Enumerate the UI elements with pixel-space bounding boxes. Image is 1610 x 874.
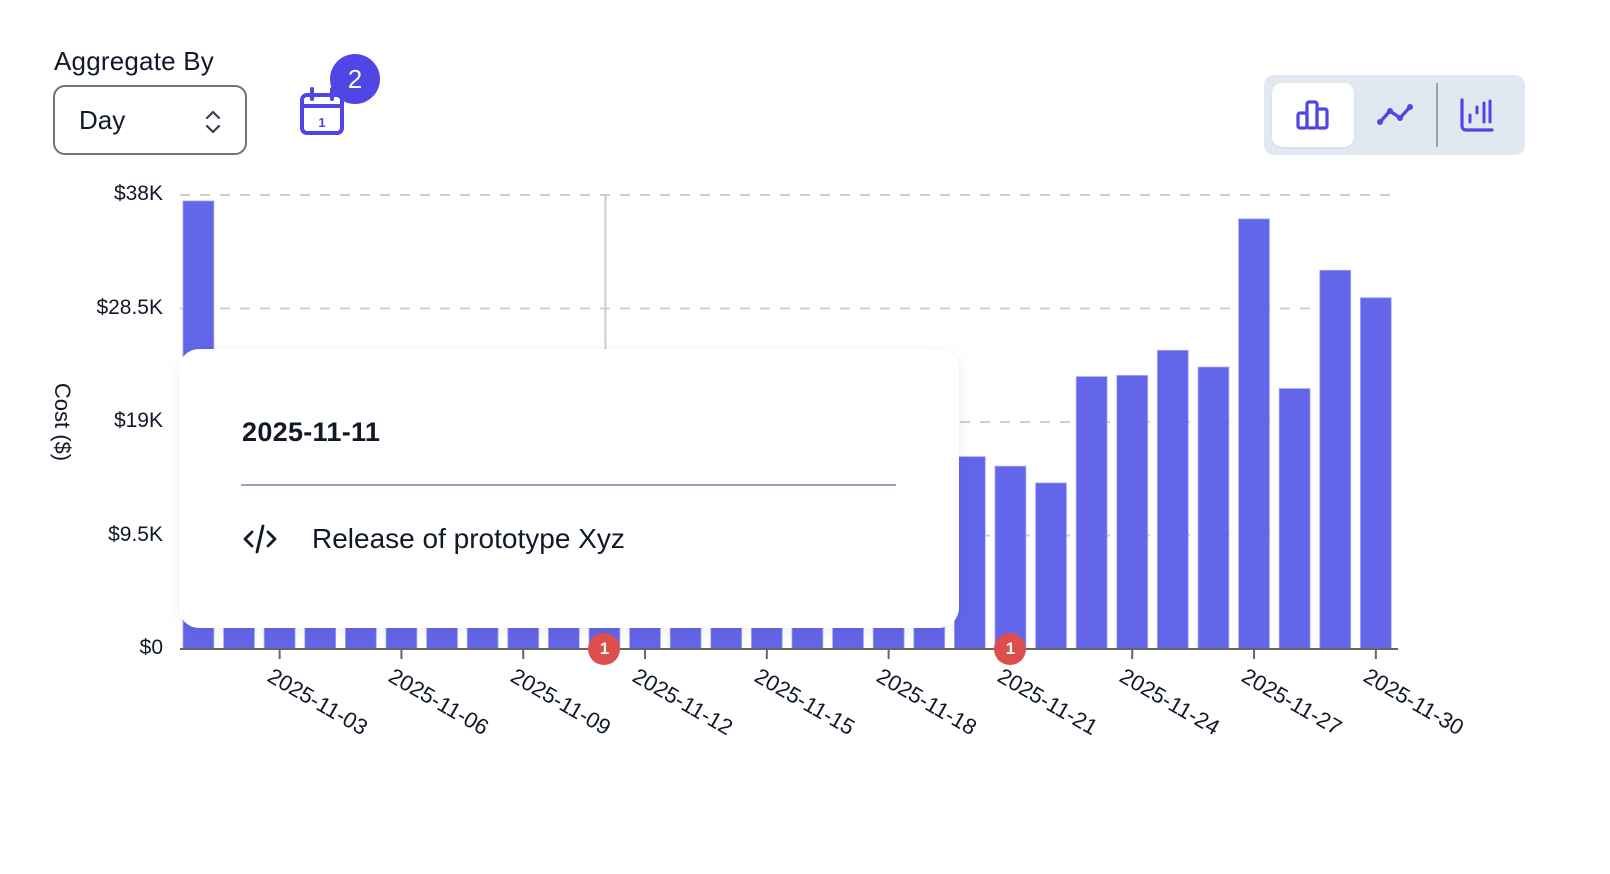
bar-2025-11-29[interactable]	[1319, 269, 1352, 650]
y-tick-label: $19K	[113, 409, 163, 432]
calendar-icon: 1	[300, 87, 344, 135]
line-chart-icon	[1377, 104, 1413, 125]
bar-2025-11-22[interactable]	[1035, 482, 1067, 650]
annotation-marker-2025-11-11[interactable]: 1	[588, 633, 621, 665]
bar-2025-11-21[interactable]	[994, 465, 1027, 650]
bar-2025-11-27[interactable]	[1238, 218, 1270, 650]
bar-2025-11-23[interactable]	[1075, 376, 1108, 650]
calendar-button[interactable]: 1	[296, 86, 348, 138]
toggle-divider	[1436, 83, 1438, 147]
bar-2025-11-24[interactable]	[1116, 375, 1149, 650]
y-tick-label: $0	[139, 636, 163, 659]
bar-2025-11-20[interactable]	[954, 456, 986, 650]
tooltip-annotation-text: Release of prototype Xyz	[312, 523, 625, 554]
stacked-bar-icon	[1460, 98, 1494, 132]
annotation-marker-2025-11-21[interactable]: 1	[994, 633, 1027, 665]
stacked-bar-button[interactable]	[1436, 83, 1518, 147]
bar-2025-11-28[interactable]	[1278, 388, 1311, 650]
tooltip-annotation-row: Release of prototype Xyz	[242, 521, 625, 557]
chart-type-toggle	[1264, 75, 1525, 155]
bar-chart-button[interactable]	[1272, 83, 1354, 147]
aggregate-by-select[interactable]: Day	[53, 85, 247, 155]
bar-2025-11-26[interactable]	[1197, 366, 1230, 650]
tooltip-date: 2025-11-11	[242, 417, 381, 447]
bar-chart-icon	[1296, 100, 1329, 130]
annotation-tooltip: 2025-11-11 Release of prototype Xyz	[179, 349, 959, 628]
tooltip-divider	[241, 484, 896, 486]
y-tick-label: $9.5K	[108, 522, 163, 546]
y-tick-label: $38K	[113, 182, 163, 205]
y-axis-label: Cost ($)	[50, 382, 75, 462]
calendar-count-badge: 2	[330, 54, 380, 104]
svg-text:1: 1	[318, 115, 325, 130]
aggregate-by-label: Aggregate By	[54, 46, 214, 76]
bar-2025-11-25[interactable]	[1157, 349, 1189, 650]
bar-2025-11-30[interactable]	[1360, 297, 1392, 650]
y-tick-label: $28.5K	[96, 295, 163, 319]
chevron-up-down-icon	[205, 110, 221, 134]
code-icon	[243, 524, 277, 554]
line-chart-button[interactable]	[1354, 83, 1436, 147]
aggregate-by-value: Day	[79, 104, 126, 135]
